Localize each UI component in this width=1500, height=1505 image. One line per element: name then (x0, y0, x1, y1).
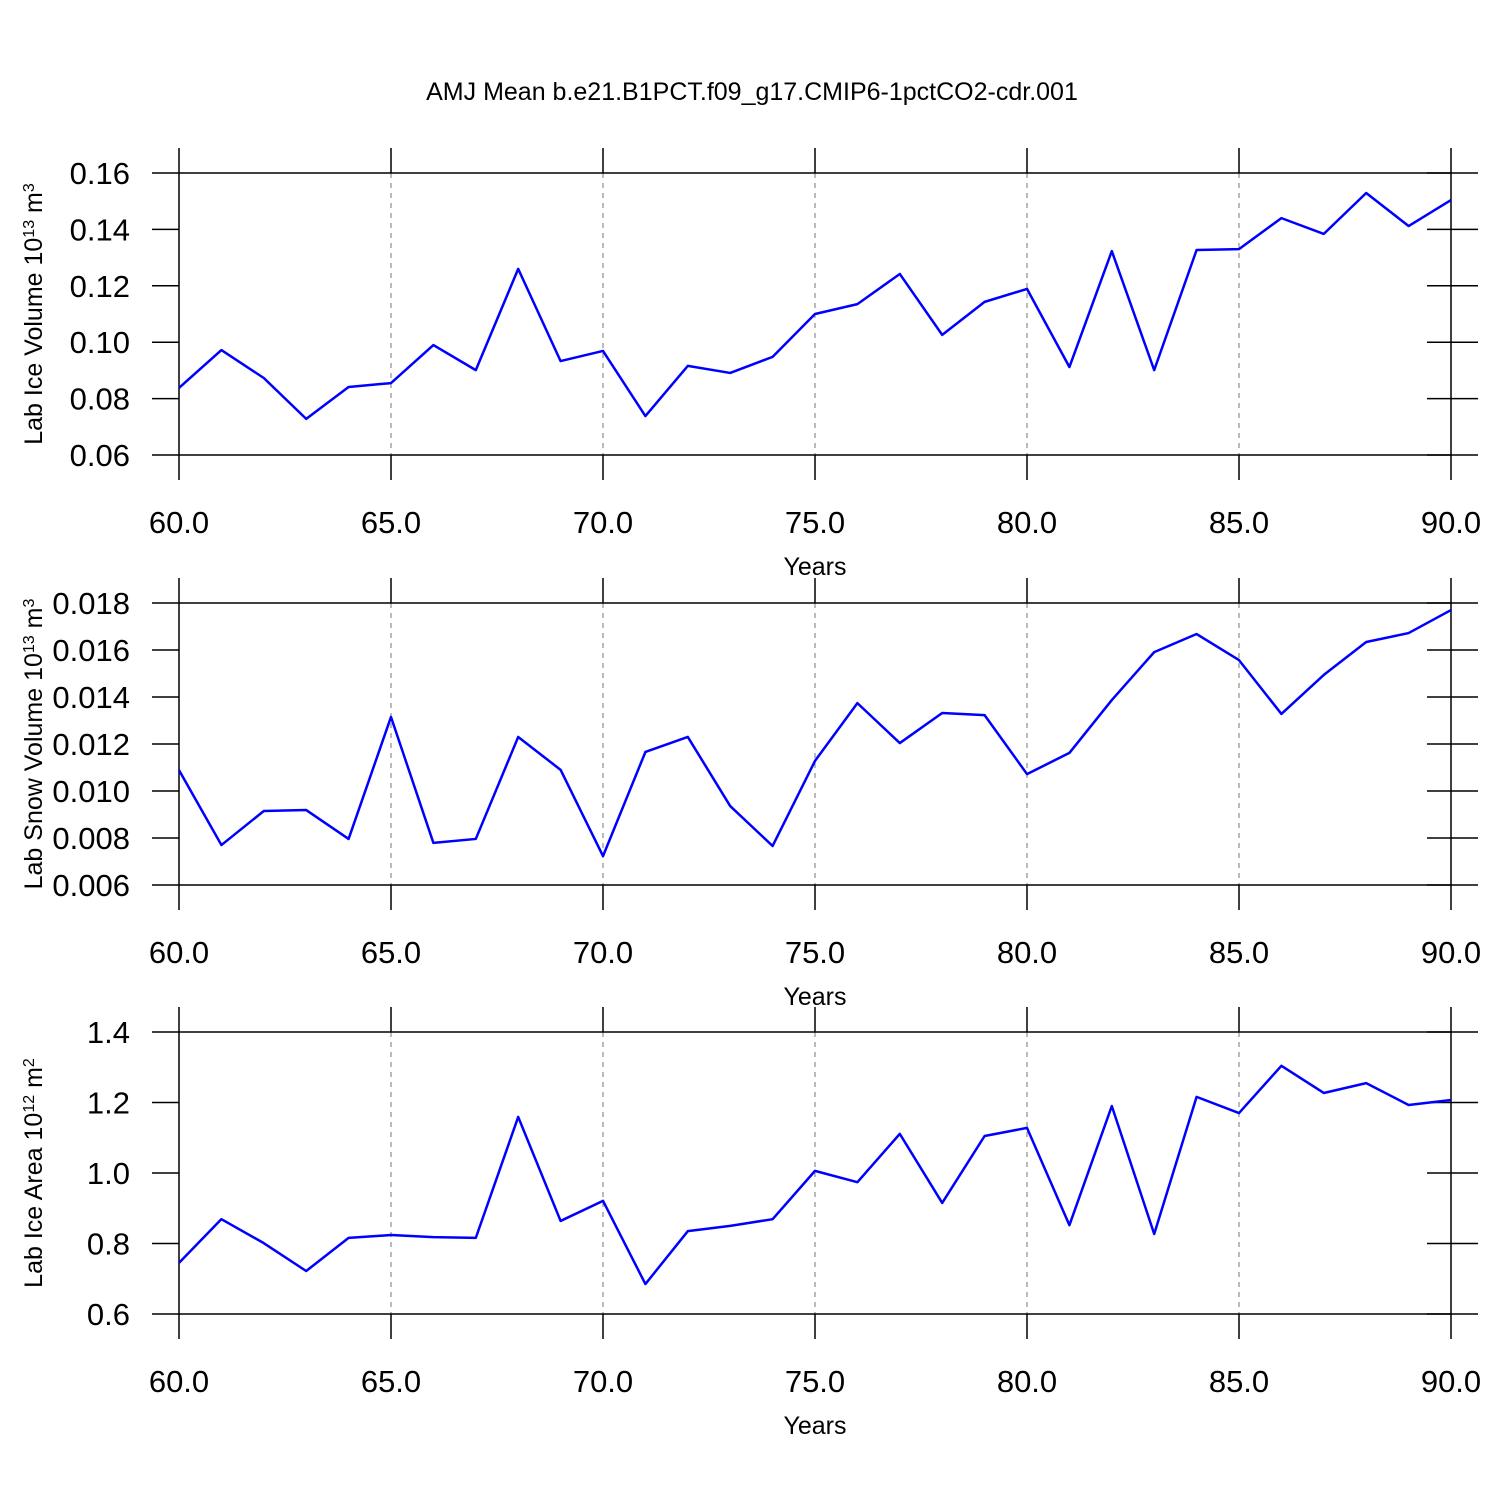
y-tick-label: 0.06 (70, 438, 130, 473)
y-axis-title-part: Lab Snow Volume 10 (20, 653, 48, 889)
y-tick-label: 0.6 (87, 1297, 130, 1332)
y-tick-label: 0.8 (87, 1227, 130, 1262)
panel: 60.0 65.0 70.0 75.0 80.0 85.0 90.0 0.006 0.008 0.… (20, 578, 1481, 1011)
y-tick-label: 0.12 (70, 269, 130, 304)
x-tick-label: 60.0 (149, 1364, 209, 1399)
y-axis-title-part: m (20, 608, 48, 636)
x-tick-label: 75.0 (785, 505, 845, 540)
panel: 60.0 65.0 70.0 75.0 80.0 85.0 90.0 0.06 0.08 0.10… (20, 148, 1481, 581)
x-tick-label: 85.0 (1209, 1364, 1269, 1399)
plot-frame (178, 602, 1452, 886)
y-axis-title-part: m (20, 1067, 48, 1095)
y-tick-label: 0.16 (70, 156, 130, 191)
superscript: 13 (21, 220, 38, 238)
data-line (178, 1064, 1452, 1286)
x-tick-label: 65.0 (361, 935, 421, 970)
x-axis-title: Years (783, 983, 846, 1011)
y-axis-title-part: Lab Ice Area 10 (20, 1113, 48, 1288)
y-axis-title-part: Lab Ice Volume 10 (20, 238, 48, 445)
y-tick-label: 1.4 (87, 1015, 130, 1050)
x-tick-label: 65.0 (361, 1364, 421, 1399)
y-tick-label: 0.006 (52, 868, 130, 903)
x-tick-label: 65.0 (361, 505, 421, 540)
plot-frame (178, 1031, 1452, 1315)
x-tick-label: 80.0 (997, 1364, 1057, 1399)
x-tick-label: 80.0 (997, 935, 1057, 970)
y-tick-label: 0.014 (52, 680, 130, 715)
x-tick-label: 70.0 (573, 505, 633, 540)
y-tick-label: 0.08 (70, 382, 130, 417)
x-tick-label: 75.0 (785, 935, 845, 970)
superscript: 12 (21, 1095, 38, 1113)
data-line (177, 608, 1452, 858)
figure-title: AMJ Mean b.e21.B1PCT.f09_g17.CMIP6-1pctC… (426, 78, 1078, 106)
x-tick-label: 70.0 (573, 935, 633, 970)
x-axis-title: Years (783, 1412, 846, 1440)
x-tick-label: 60.0 (149, 505, 209, 540)
superscript: 13 (21, 635, 38, 653)
y-axis-title: Lab Ice Volume 1013 m3 (20, 183, 48, 445)
y-tick-label: 0.010 (52, 774, 130, 809)
y-tick-label: 1.2 (87, 1086, 130, 1121)
y-tick-label: 0.018 (52, 586, 130, 621)
superscript: 2 (21, 1058, 38, 1067)
superscript: 3 (21, 599, 38, 608)
x-tick-label: 75.0 (785, 1364, 845, 1399)
x-tick-label: 90.0 (1421, 935, 1481, 970)
x-tick-label: 85.0 (1209, 505, 1269, 540)
y-tick-label: 0.012 (52, 727, 130, 762)
y-tick-label: 0.14 (70, 212, 130, 247)
y-tick-label: 0.016 (52, 633, 130, 668)
x-tick-label: 70.0 (573, 1364, 633, 1399)
x-tick-label: 60.0 (149, 935, 209, 970)
superscript: 3 (21, 183, 38, 192)
x-tick-label: 90.0 (1421, 505, 1481, 540)
x-tick-label: 80.0 (997, 505, 1057, 540)
panel: 60.0 65.0 70.0 75.0 80.0 85.0 90.0 0.6 0.8 1.0 1.2… (20, 1007, 1481, 1440)
y-axis-title: Lab Ice Area 1012 m2 (20, 1058, 48, 1288)
y-tick-label: 0.10 (70, 325, 130, 360)
y-axis-title: Lab Snow Volume 1013 m3 (20, 599, 48, 890)
data-line (178, 191, 1452, 421)
x-tick-label: 85.0 (1209, 935, 1269, 970)
y-tick-label: 1.0 (87, 1156, 130, 1191)
x-tick-label: 90.0 (1421, 1364, 1481, 1399)
y-tick-label: 0.008 (52, 821, 130, 856)
plot-frame (178, 172, 1452, 456)
y-axis-title-part: m (20, 192, 48, 220)
x-axis-title: Years (783, 553, 846, 581)
